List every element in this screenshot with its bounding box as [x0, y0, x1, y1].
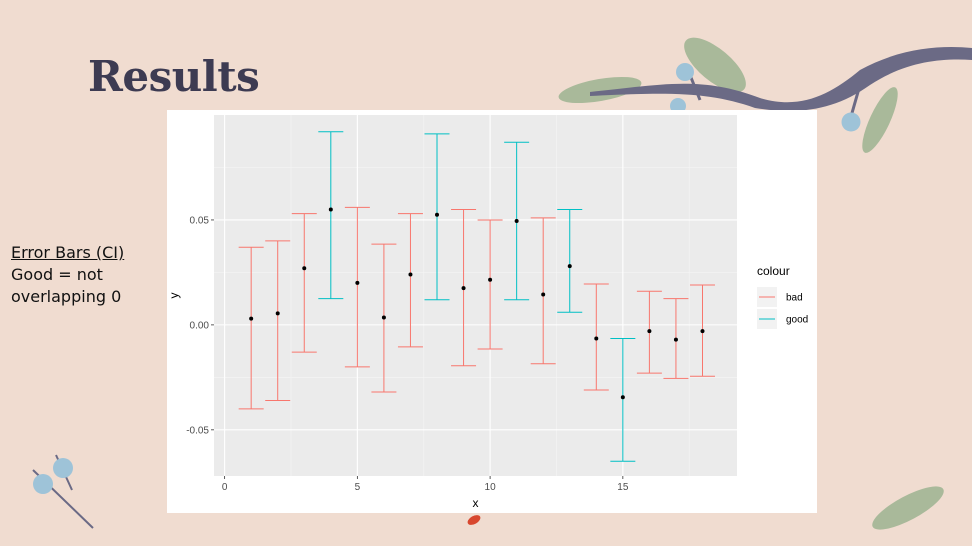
legend-title: colour — [757, 264, 790, 278]
data-point — [567, 264, 572, 269]
data-point — [620, 395, 625, 400]
leaf-icon — [684, 37, 746, 93]
x-tick-label: 10 — [485, 482, 497, 493]
data-point — [673, 337, 678, 342]
data-point — [408, 272, 413, 277]
data-point — [381, 315, 386, 320]
leaf-icon — [862, 87, 898, 153]
data-point — [647, 329, 652, 334]
berry-icon — [33, 474, 53, 494]
leaf-icon — [558, 76, 642, 104]
note-heading: Error Bars (CI) — [11, 243, 125, 262]
x-axis-title: x — [473, 496, 479, 510]
legend-label-bad: bad — [786, 293, 803, 304]
legend-label-good: good — [786, 315, 808, 326]
data-point — [275, 311, 280, 316]
berry-icon — [841, 112, 861, 132]
branch-icon — [590, 47, 972, 111]
data-point — [541, 292, 546, 297]
data-point — [488, 277, 493, 282]
note-line-1: Good = not — [11, 265, 103, 284]
data-point — [328, 207, 333, 212]
y-tick-label: 0.05 — [190, 215, 210, 226]
x-tick-label: 5 — [355, 482, 361, 493]
data-point — [302, 266, 307, 271]
data-point — [514, 218, 519, 223]
data-point — [700, 329, 705, 334]
slide-title: Results — [88, 52, 260, 101]
plot-panel — [214, 115, 737, 476]
x-tick-label: 15 — [617, 482, 629, 493]
data-point — [355, 280, 360, 285]
y-tick-label: -0.05 — [186, 425, 209, 436]
side-note: Error Bars (CI) Good = not overlapping 0 — [11, 242, 161, 308]
chart-svg: 0 5 10 15 -0.05 0.00 0.05 x y colour bad good — [167, 115, 808, 510]
data-point — [435, 212, 440, 217]
branch-twig-icon — [688, 74, 702, 101]
red-mark-icon — [467, 515, 481, 525]
berry-icon — [53, 458, 73, 478]
berry-icon — [676, 63, 694, 81]
data-point — [461, 286, 466, 291]
data-point — [594, 336, 599, 341]
leaf-icon — [872, 486, 944, 530]
note-line-2: overlapping 0 — [11, 287, 122, 306]
y-tick-label: 0.00 — [190, 320, 210, 331]
error-bar-chart: 0 5 10 15 -0.05 0.00 0.05 x y colour bad good — [167, 110, 817, 513]
x-tick-label: 0 — [222, 482, 228, 493]
y-axis-title: y — [167, 293, 181, 299]
data-point — [249, 316, 254, 321]
